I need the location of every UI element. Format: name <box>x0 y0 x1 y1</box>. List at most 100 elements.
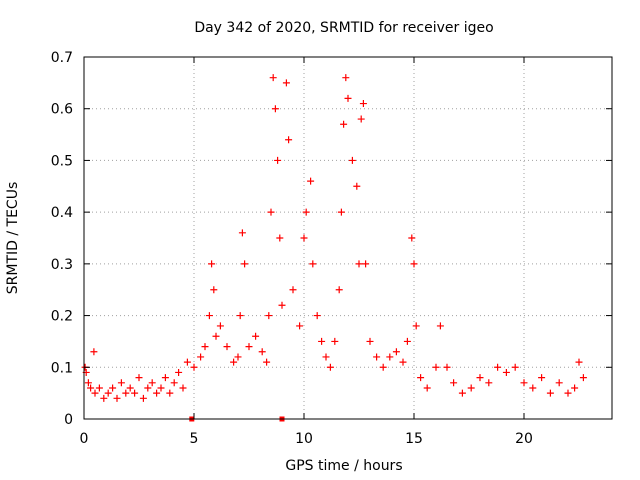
x-tick-label: 15 <box>405 431 423 447</box>
data-point <box>161 374 169 382</box>
data-point <box>90 348 98 356</box>
data-point <box>318 337 326 345</box>
y-tick-label: 0 <box>64 412 73 428</box>
data-point <box>458 389 466 397</box>
data-point <box>502 368 510 376</box>
data-point <box>117 379 125 387</box>
data-point <box>144 384 152 392</box>
plot-frame <box>83 56 613 420</box>
data-point <box>289 286 297 294</box>
y-axis-ticks: 0 0.1 0.2 0.3 0.4 0.5 0.6 0.7 <box>51 50 612 428</box>
data-point <box>265 312 273 320</box>
data-point <box>571 384 579 392</box>
data-points <box>81 74 587 402</box>
data-point <box>274 156 282 164</box>
data-point <box>282 79 290 87</box>
data-point <box>342 74 350 82</box>
data-point <box>296 322 304 330</box>
data-point <box>520 379 528 387</box>
data-point <box>392 348 400 356</box>
y-tick-label: 0.2 <box>51 309 73 325</box>
data-point <box>84 379 92 387</box>
data-point <box>511 363 519 371</box>
data-point <box>309 260 317 268</box>
y-tick-label: 0.6 <box>51 102 73 118</box>
data-point <box>109 384 117 392</box>
y-tick-label: 0.3 <box>51 257 73 273</box>
data-point <box>122 389 130 397</box>
data-point <box>353 182 361 190</box>
chart-title: Day 342 of 2020, SRMTID for receiver ige… <box>194 20 493 36</box>
data-point <box>485 379 493 387</box>
data-point <box>476 374 484 382</box>
data-point <box>575 358 583 366</box>
x-tick-label: 5 <box>190 431 199 447</box>
data-point <box>331 337 339 345</box>
y-tick-label: 0.7 <box>51 50 73 66</box>
data-point <box>113 394 121 402</box>
data-point <box>450 379 458 387</box>
y-tick-label: 0.4 <box>51 205 73 221</box>
x-tick-label: 10 <box>295 431 313 447</box>
data-point <box>546 389 554 397</box>
x-tick-label: 0 <box>80 431 89 447</box>
data-point <box>223 343 231 351</box>
data-point <box>410 260 418 268</box>
x-axis-ticks: 0 5 10 15 20 <box>80 57 533 447</box>
data-point <box>337 208 345 216</box>
x-axis-label: GPS time / hours <box>285 458 402 474</box>
data-point <box>278 301 286 309</box>
data-point <box>344 94 352 102</box>
data-point <box>322 353 330 361</box>
data-point <box>234 353 242 361</box>
data-point <box>326 363 334 371</box>
data-point <box>302 208 310 216</box>
data-point <box>271 105 279 113</box>
data-point <box>307 177 315 185</box>
data-point <box>538 374 546 382</box>
y-tick-label: 0.1 <box>51 360 73 376</box>
data-point <box>104 389 112 397</box>
data-point <box>340 120 348 128</box>
data-point <box>179 384 187 392</box>
data-point <box>131 389 139 397</box>
data-point <box>100 394 108 402</box>
grid-lines <box>84 57 612 419</box>
data-point <box>205 312 213 320</box>
data-point <box>529 384 537 392</box>
y-tick-label: 0.5 <box>51 153 73 169</box>
data-point <box>373 353 381 361</box>
data-point <box>555 379 563 387</box>
data-point <box>210 286 218 294</box>
data-point <box>579 374 587 382</box>
data-point <box>95 384 103 392</box>
data-point <box>467 384 475 392</box>
data-point <box>175 368 183 376</box>
data-point <box>183 358 191 366</box>
data-point <box>269 74 277 82</box>
data-point <box>357 115 365 123</box>
data-point <box>335 286 343 294</box>
data-point <box>208 260 216 268</box>
data-point <box>252 332 260 340</box>
data-point <box>190 363 198 371</box>
data-point <box>348 156 356 164</box>
data-point <box>157 384 165 392</box>
data-point <box>139 394 147 402</box>
data-point <box>564 389 572 397</box>
data-point <box>399 358 407 366</box>
data-point <box>285 136 293 144</box>
data-point <box>423 384 431 392</box>
data-point <box>432 363 440 371</box>
data-point <box>263 358 271 366</box>
data-point <box>170 379 178 387</box>
data-point <box>300 234 308 242</box>
data-point <box>417 374 425 382</box>
data-point <box>238 229 246 237</box>
data-point <box>267 208 275 216</box>
data-point <box>201 343 209 351</box>
data-point <box>359 100 367 108</box>
data-point <box>87 384 95 392</box>
data-point <box>241 260 249 268</box>
